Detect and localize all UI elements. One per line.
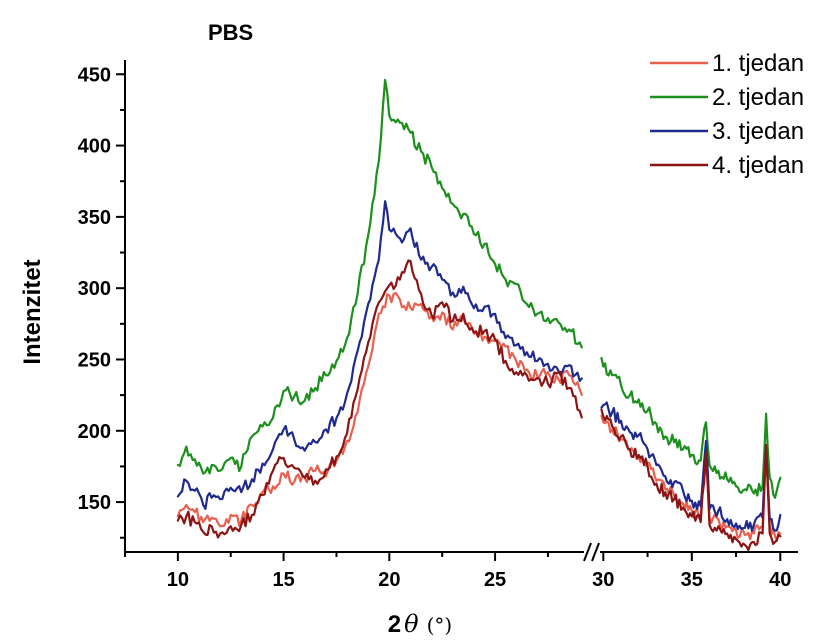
x-axis-title-main: 2 — [388, 611, 401, 638]
legend: 1. tjedan 2. tjedan 3. tjedan 4. tjedan — [650, 50, 804, 179]
y-ticks: 150 200 250 300 350 400 450 — [78, 64, 125, 539]
legend-item: 4. tjedan — [650, 152, 804, 179]
legend-item: 1. tjedan — [650, 50, 804, 77]
x-tick-label: 20 — [378, 569, 400, 591]
series-line-2-right — [600, 356, 782, 499]
y-tick-label: 150 — [78, 492, 111, 514]
series-line-4-left — [176, 259, 583, 539]
series-line-3-left — [176, 200, 583, 510]
series-line-3-right — [600, 401, 782, 532]
x-tick-label: 25 — [484, 569, 506, 591]
legend-label: 3. tjedan — [712, 118, 804, 145]
legend-item: 3. tjedan — [650, 118, 804, 145]
x-tick-label: 40 — [769, 569, 791, 591]
y-tick-label: 450 — [78, 64, 111, 86]
chart-title: PBS — [208, 20, 253, 45]
series-line-1-left — [176, 291, 583, 528]
y-tick-label: 300 — [78, 278, 111, 300]
legend-label: 1. tjedan — [712, 50, 804, 77]
y-axis-title: Intenzitet — [19, 259, 46, 364]
legend-item: 2. tjedan — [650, 84, 804, 111]
axis-break-marker — [583, 540, 600, 564]
legend-label: 2. tjedan — [712, 84, 804, 111]
series-line-4-right — [600, 408, 782, 552]
legend-label: 4. tjedan — [712, 152, 804, 179]
x-tick-label: 15 — [272, 569, 294, 591]
series-layer — [176, 78, 782, 552]
y-tick-label: 400 — [78, 136, 111, 158]
x-axis-title: 2 θ (°) — [388, 610, 452, 638]
y-tick-label: 200 — [78, 421, 111, 443]
x-axis-title-theta: θ — [404, 610, 419, 638]
y-tick-label: 250 — [78, 349, 111, 371]
x-ticks: 10 15 20 25 30 35 40 — [124, 552, 791, 591]
x-tick-label: 30 — [592, 569, 614, 591]
series-line-2-left — [176, 78, 583, 475]
x-tick-label: 10 — [167, 569, 189, 591]
series-line-1-right — [600, 414, 782, 542]
x-axis-title-unit: (°) — [427, 613, 453, 637]
x-tick-label: 35 — [681, 569, 703, 591]
y-tick-label: 350 — [78, 207, 111, 229]
